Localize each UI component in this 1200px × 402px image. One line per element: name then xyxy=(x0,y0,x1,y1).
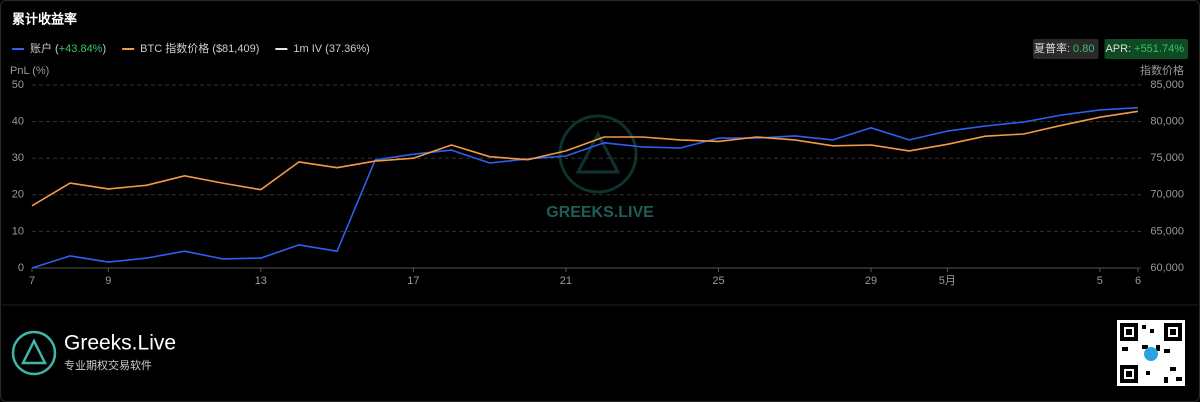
x-tick-label: 7 xyxy=(29,275,35,287)
legend-item: BTC 指数价格 ($81,409) xyxy=(122,41,259,55)
y2-tick-label: 65,000 xyxy=(1150,225,1184,237)
x-tick-label: 21 xyxy=(560,275,572,287)
y-tick-label: 0 xyxy=(18,262,24,274)
legend-name: 1m IV xyxy=(293,43,322,55)
stat-bg xyxy=(1104,39,1188,59)
y-tick-label: 30 xyxy=(12,152,24,164)
x-tick-label: 5 xyxy=(1097,275,1103,287)
watermark-logo xyxy=(558,114,638,194)
legend-paren: ( xyxy=(52,43,59,55)
y2-tick-label: 75,000 xyxy=(1150,152,1184,164)
y-tick-label: 20 xyxy=(12,189,24,201)
stat-text: APR: +551.74% xyxy=(1105,43,1184,55)
legend-item: 1m IV (37.36%) xyxy=(275,43,370,55)
stat-label: APR: xyxy=(1105,43,1131,55)
legend-paren: ) xyxy=(256,43,260,55)
legend-paren: ) xyxy=(366,43,370,55)
watermark: GREEKS.LIVE xyxy=(546,204,654,221)
legend-item: 账户 (+43.84%) xyxy=(12,41,106,55)
legend-paren: ( xyxy=(322,43,329,55)
y2-tick-label: 80,000 xyxy=(1150,116,1184,128)
y-tick-label: 50 xyxy=(12,79,24,91)
x-tick-label: 29 xyxy=(865,275,877,287)
legend-paren: ( xyxy=(209,43,216,55)
legend-label: 1m IV (37.36%) xyxy=(293,43,369,55)
series-line xyxy=(31,106,1139,269)
stat-value: 0.80 xyxy=(1073,43,1094,55)
legend-name: 账户 xyxy=(30,41,52,55)
stat-value: +551.74% xyxy=(1134,43,1184,55)
y-tick-label: 10 xyxy=(12,225,24,237)
legend-value: 37.36% xyxy=(329,43,367,55)
footer-tagline: 专业期权交易软件 xyxy=(64,358,152,372)
x-tick-label: 25 xyxy=(712,275,724,287)
stat-box: APR: +551.74% xyxy=(1104,39,1188,59)
x-tick-label: 9 xyxy=(105,275,111,287)
stat-text: 夏普率: 0.80 xyxy=(1034,41,1094,55)
legend-name: BTC 指数价格 xyxy=(140,41,209,55)
legend-value: +43.84% xyxy=(59,43,103,55)
x-tick-label: 17 xyxy=(407,275,419,287)
y-tick-label: 40 xyxy=(12,116,24,128)
footer-logo xyxy=(11,330,57,376)
stat-box: 夏普率: 0.80 xyxy=(1032,39,1099,59)
y2-tick-label: 85,000 xyxy=(1150,79,1184,91)
legend-label: 账户 (+43.84%) xyxy=(30,41,106,55)
stat-label: 夏普率: xyxy=(1034,41,1070,55)
y-axis-label: PnL (%) xyxy=(10,65,49,77)
chart-title: 累计收益率 xyxy=(12,11,77,26)
x-tick-label: 5月 xyxy=(939,275,956,287)
legend-paren: ) xyxy=(102,43,106,55)
y2-axis-label: 指数价格 xyxy=(1140,63,1184,77)
x-tick-label: 6 xyxy=(1135,275,1141,287)
stat-bg xyxy=(1032,39,1099,59)
legend-value: $81,409 xyxy=(216,43,256,55)
x-tick-label: 13 xyxy=(255,275,267,287)
y2-tick-label: 70,000 xyxy=(1150,189,1184,201)
series-line xyxy=(31,110,1139,207)
footer-brand: Greeks.Live xyxy=(64,332,176,355)
legend-label: BTC 指数价格 ($81,409) xyxy=(140,41,259,55)
qr-code xyxy=(1117,320,1185,386)
y2-tick-label: 60,000 xyxy=(1150,262,1184,274)
